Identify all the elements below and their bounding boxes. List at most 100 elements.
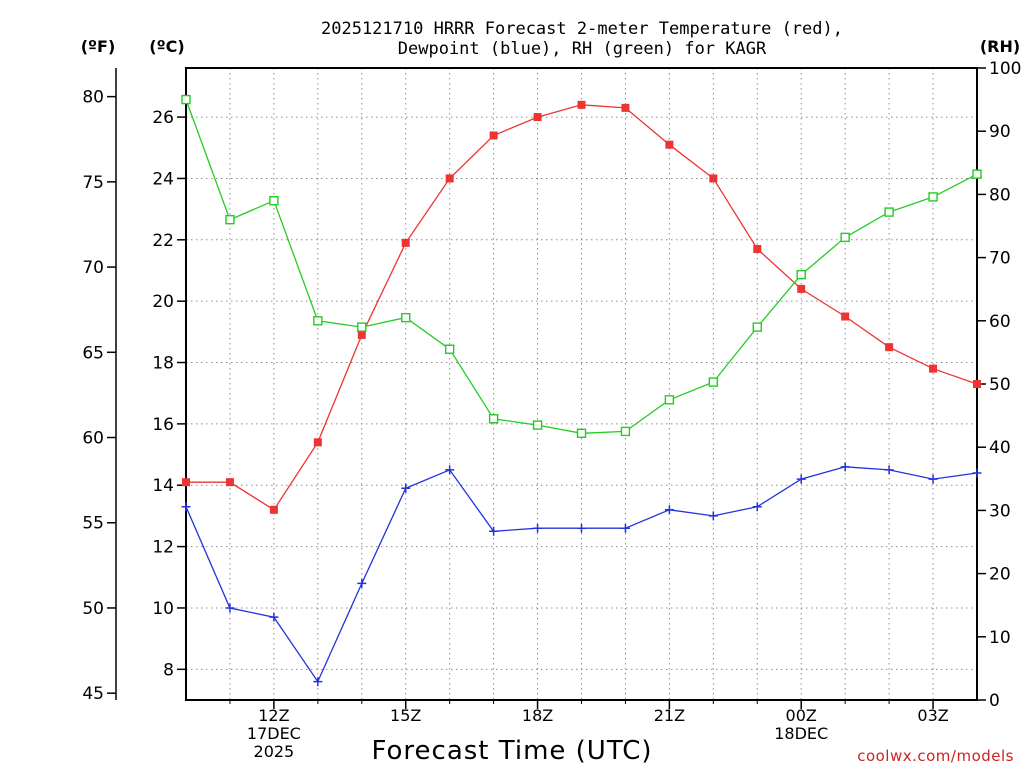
fahrenheit-tick-label: 60: [82, 429, 104, 449]
fahrenheit-tick-label: 80: [82, 88, 104, 108]
temperature-point: [885, 343, 894, 352]
rh-point: [488, 414, 499, 424]
dewpoint-point: [445, 465, 455, 475]
temperature-point: [489, 131, 498, 140]
rh-point: [269, 196, 279, 206]
dewpoint-point: [928, 474, 938, 484]
x-axis-label: Forecast Time (UTC): [371, 736, 652, 766]
temperature-point: [797, 284, 806, 293]
rh-point: [181, 94, 191, 105]
celsius-unit-label: (ºC): [149, 37, 184, 56]
x-tick-label: 18Z: [522, 706, 553, 725]
rh-point: [357, 322, 367, 332]
dewpoint-point: [401, 483, 411, 493]
x-tick-label: 15Z: [390, 706, 421, 725]
rh-point: [444, 344, 455, 354]
rh-tick-label: 40: [989, 438, 1011, 458]
dewpoint-point: [489, 526, 499, 536]
temperature-point: [182, 478, 190, 487]
rh-point: [225, 214, 235, 225]
temperature-point: [929, 364, 938, 373]
rh-tick-label: 70: [989, 249, 1011, 269]
temperature-point: [973, 380, 981, 388]
x-tick-label: 21Z: [654, 706, 685, 725]
dewpoint-point: [664, 505, 674, 515]
temperature-point: [401, 238, 410, 247]
series-dewpoint: [181, 462, 982, 687]
celsius-tick-label: 16: [152, 415, 174, 435]
dewpoint-point: [533, 523, 543, 533]
temperature-point: [357, 330, 366, 339]
temperature-point: [577, 100, 586, 109]
x-tick-label: 18DEC: [774, 724, 828, 743]
rh-tick-label: 30: [989, 501, 1011, 521]
temperature-point: [753, 245, 762, 254]
celsius-tick-label: 20: [152, 292, 174, 312]
dewpoint-point: [752, 502, 762, 512]
x-tick-label: 2025: [254, 742, 295, 761]
fahrenheit-unit-label: (ºF): [81, 37, 116, 56]
rh-point: [752, 322, 762, 332]
temperature-point: [445, 174, 454, 183]
celsius-tick-label: 26: [152, 108, 174, 128]
rh-tick-label: 100: [989, 59, 1021, 79]
rh-point: [313, 316, 323, 326]
watermark: coolwx.com/models: [857, 747, 1014, 765]
rh-point: [708, 377, 719, 387]
temperature-point: [665, 140, 674, 149]
rh-point: [884, 207, 894, 217]
rh-tick-label: 20: [989, 565, 1011, 585]
dewpoint-point: [225, 603, 235, 613]
dewpoint-point: [840, 462, 850, 472]
rh-point: [796, 269, 806, 280]
dewpoint-point: [708, 511, 718, 521]
chart-title-line-2: Dewpoint (blue), RH (green) for KAGR: [398, 39, 767, 59]
celsius-tick-label: 10: [152, 599, 174, 619]
rh-tick-label: 50: [989, 375, 1011, 395]
dewpoint-point: [577, 523, 586, 533]
rh-point: [620, 426, 631, 437]
fahrenheit-tick-label: 50: [82, 599, 104, 619]
dewpoint-point: [972, 468, 982, 478]
fahrenheit-tick-label: 65: [82, 343, 104, 363]
rh-tick-label: 60: [989, 312, 1011, 332]
temperature-point: [709, 174, 718, 183]
temperature-point: [533, 113, 542, 122]
x-tick-label: 03Z: [917, 706, 948, 725]
x-tick-label: 12Z: [258, 706, 289, 725]
dewpoint-point: [884, 465, 894, 475]
axes: 8 10 12 14 16 18 20 22 24 26 45 50 55 60 65 70 75 80 0 10 20…: [82, 59, 1021, 761]
gridlines: [186, 68, 977, 700]
temperature-point: [225, 478, 234, 487]
fahrenheit-tick-label: 70: [82, 258, 104, 278]
chart-title: 2025121710 HRRR Forecast 2-meter Tempera…: [321, 19, 843, 59]
series-layer: [181, 94, 982, 687]
rh-point: [532, 420, 543, 430]
rh-point: [840, 232, 850, 243]
x-tick-label: 00Z: [786, 706, 817, 725]
chart-title-line-1: 2025121710 HRRR Forecast 2-meter Tempera…: [321, 19, 843, 39]
fahrenheit-tick-label: 75: [82, 173, 104, 193]
celsius-tick-label: 8: [163, 660, 174, 680]
temperature-point: [313, 438, 322, 447]
dewpoint-point: [181, 502, 191, 512]
temperature-point: [269, 505, 278, 514]
rh-tick-label: 0: [989, 691, 1000, 711]
celsius-tick-label: 18: [152, 354, 174, 374]
rh-tick-label: 10: [989, 628, 1011, 648]
rh-tick-label: 90: [989, 122, 1011, 142]
celsius-tick-label: 12: [152, 538, 174, 558]
rh-point: [972, 169, 982, 179]
rh-unit-label: (RH): [980, 37, 1020, 56]
dewpoint-point: [620, 523, 630, 533]
dewpoint-point: [313, 677, 323, 687]
fahrenheit-tick-label: 55: [82, 514, 104, 534]
rh-tick-label: 80: [989, 185, 1011, 205]
series-temperature: [182, 100, 981, 514]
temperature-point: [841, 312, 850, 321]
series-rh: [181, 94, 982, 438]
celsius-tick-label: 22: [152, 231, 174, 251]
celsius-tick-label: 24: [152, 169, 174, 189]
dewpoint-point: [269, 612, 279, 622]
